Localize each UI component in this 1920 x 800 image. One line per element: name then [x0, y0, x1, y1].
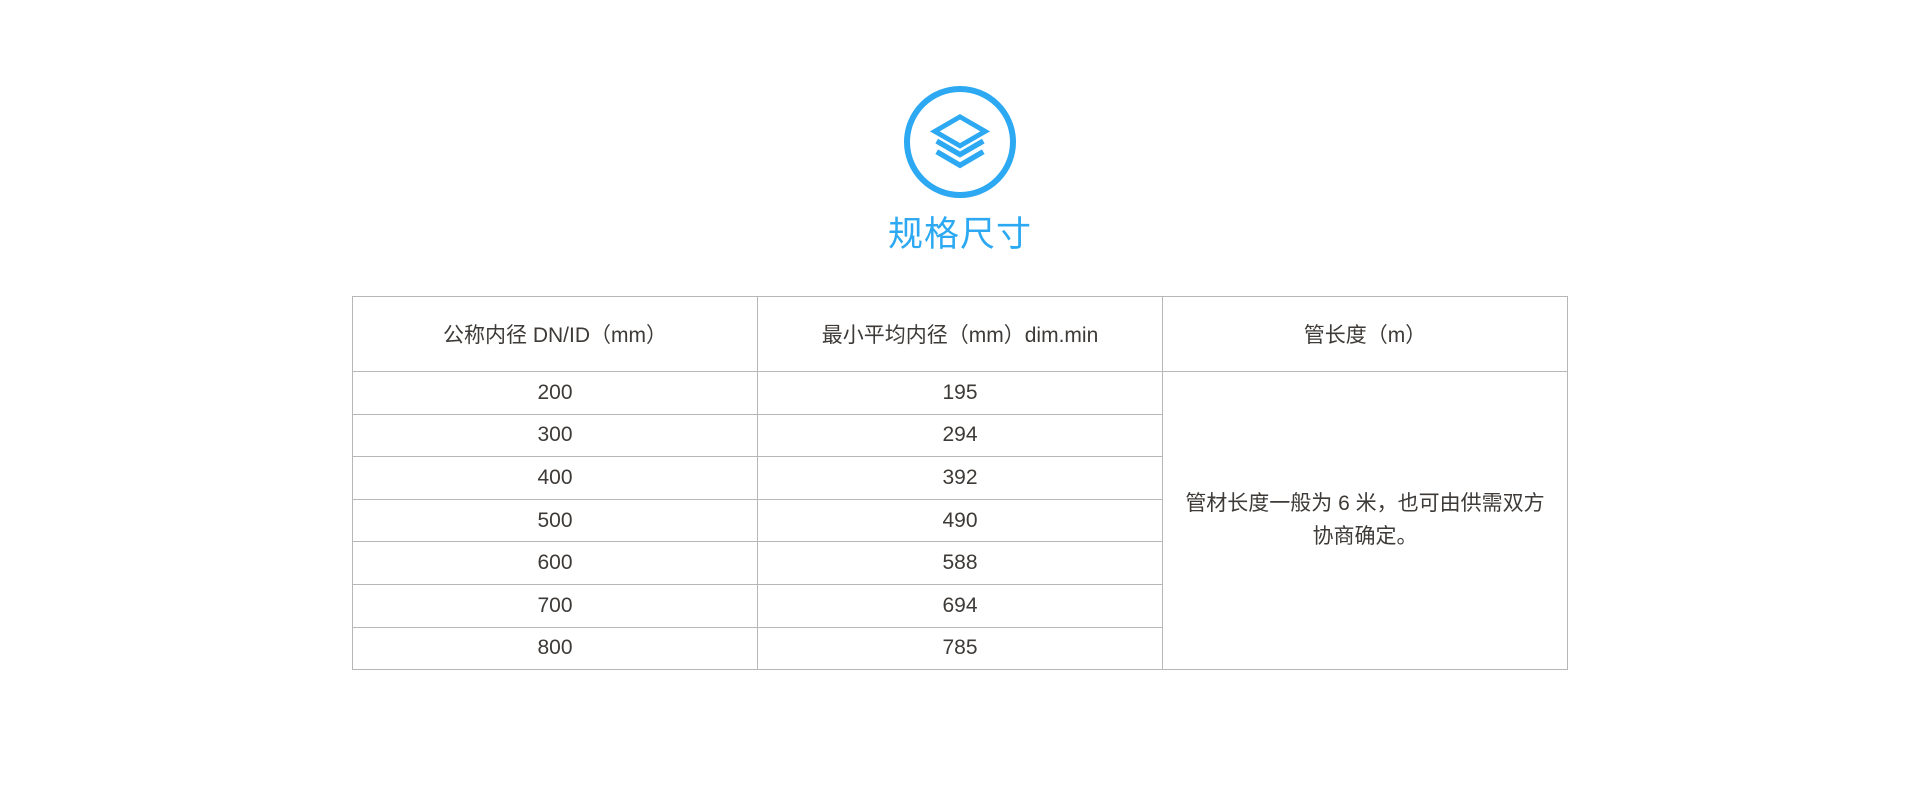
- spec-table: 公称内径 DN/ID（mm） 最小平均内径（mm）dim.min 管长度（m） …: [352, 296, 1568, 671]
- table-row: 200 195 管材长度一般为 6 米，也可由供需双方协商确定。: [352, 370, 1568, 671]
- column-header-length: 管长度（m）: [1162, 296, 1568, 372]
- table-row: 300 294: [352, 413, 1568, 458]
- cell-min-id: 195: [757, 371, 1163, 415]
- cell-dn: 700: [352, 583, 758, 628]
- cell-min-id: 588: [757, 541, 1163, 585]
- layers-stack-icon: [904, 86, 1016, 198]
- cell-min-id: 785: [757, 626, 1163, 671]
- cell-dn: 200: [352, 371, 758, 415]
- cell-min-id: 694: [757, 583, 1163, 628]
- spec-section: 规格尺寸 公称内径 DN/ID（mm） 最小平均内径（mm）dim.min 管长…: [352, 86, 1568, 671]
- cell-dn: 300: [352, 413, 758, 458]
- cell-dn: 400: [352, 456, 758, 500]
- table-row: 500 490: [352, 498, 1568, 543]
- cell-dn: 800: [352, 626, 758, 671]
- table-row: 400 392: [352, 456, 1568, 500]
- cell-length-note: 管材长度一般为 6 米，也可由供需双方协商确定。: [1162, 370, 1568, 671]
- table-header-row: 公称内径 DN/ID（mm） 最小平均内径（mm）dim.min 管长度（m）: [352, 296, 1568, 372]
- table-row: 600 588: [352, 541, 1568, 585]
- cell-dn: 600: [352, 541, 758, 585]
- layers-stack-icon-glyph: [929, 114, 991, 169]
- page-title: 规格尺寸: [887, 215, 1032, 254]
- length-note-text: 管材长度一般为 6 米，也可由供需双方协商确定。: [1185, 492, 1545, 548]
- table-row: 800 785: [352, 626, 1568, 671]
- cell-min-id: 490: [757, 498, 1163, 543]
- table-row: 700 694: [352, 583, 1568, 628]
- cell-min-id: 392: [757, 456, 1163, 500]
- cell-dn: 500: [352, 498, 758, 543]
- column-header-dn: 公称内径 DN/ID（mm）: [352, 296, 758, 372]
- spec-table-wrap: 公称内径 DN/ID（mm） 最小平均内径（mm）dim.min 管长度（m） …: [352, 296, 1568, 671]
- column-header-min-id: 最小平均内径（mm）dim.min: [757, 296, 1163, 372]
- cell-min-id: 294: [757, 413, 1163, 458]
